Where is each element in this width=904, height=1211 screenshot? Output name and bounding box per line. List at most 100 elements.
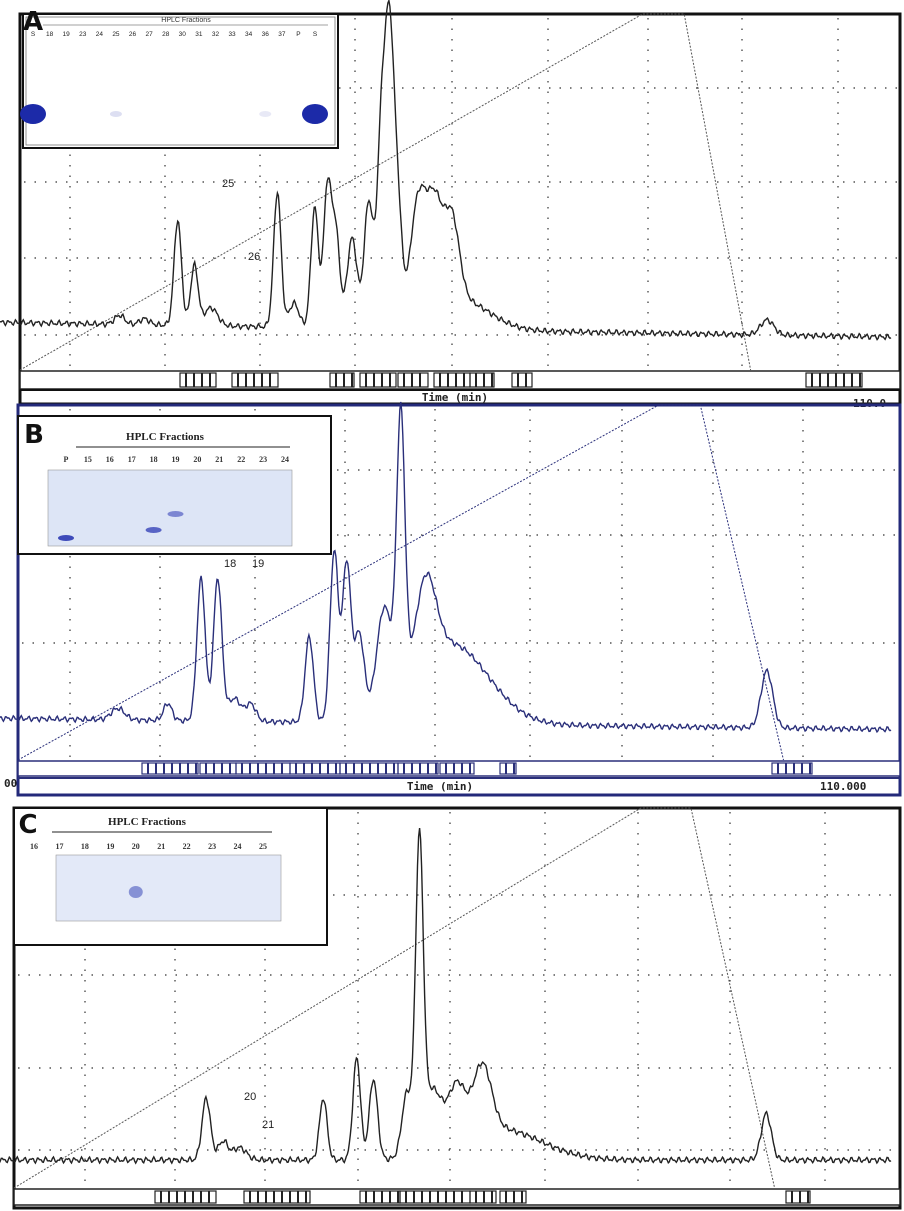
fraction-segment-box [439, 762, 475, 775]
gel-lane-label: 22 [183, 842, 191, 851]
fraction-segment [771, 762, 813, 775]
gel-inset-inner-frame [25, 16, 336, 146]
gel-title: HPLC Fractions [161, 17, 211, 24]
panel-b: Time (min) 110.000 00 18 19 HPLC Fractions P 15… [0, 401, 902, 797]
gel-band [259, 111, 272, 117]
gel-inset-frame [22, 13, 339, 149]
gel-lane-label: 18 [46, 31, 54, 38]
gel-lane-label: 18 [150, 455, 158, 464]
fraction-segment [397, 762, 439, 775]
gel-lane-label: 32 [212, 31, 220, 38]
fraction-segment [289, 762, 341, 775]
fraction-segment-box [397, 762, 439, 775]
gel-lane-label: 21 [215, 455, 223, 464]
gel-lane-label: 20 [193, 455, 201, 464]
fraction-segment [359, 1190, 401, 1204]
panel-letter: A [23, 7, 43, 37]
gel-lane-label: 17 [55, 842, 63, 851]
fraction-segment-box [469, 372, 495, 388]
gel-lane-label: 19 [106, 842, 114, 851]
chromatogram-trace [0, 828, 892, 1165]
fraction-segment [805, 372, 863, 388]
gel-lane-label: 20 [132, 842, 140, 851]
fraction-segment [243, 1190, 311, 1204]
gel-lane-label: P [64, 455, 69, 464]
gel-lane-label: P [296, 31, 300, 38]
gel-inset: HPLC Fractions 16 17 18 19 20 21 22 23 24 25 [13, 807, 328, 946]
fraction-segment [469, 372, 495, 388]
gel-lane-label: 19 [63, 31, 71, 38]
gel-body [55, 854, 282, 922]
gel-lane-label: 27 [146, 31, 154, 38]
fraction-segment-box [179, 372, 217, 388]
fraction-segment [179, 372, 217, 388]
gel-band [302, 104, 328, 124]
gel-lane-label: 23 [79, 31, 87, 38]
gel-lane-label: S [31, 31, 36, 38]
gel-lane-label: 15 [84, 455, 92, 464]
fraction-bar [13, 1188, 901, 1206]
fraction-segment [397, 372, 429, 388]
gel-lane-label: 21 [157, 842, 165, 851]
x-axis-end-label: 110.000 [820, 780, 866, 793]
gel-lane-label: 23 [259, 455, 267, 464]
fraction-segment [359, 372, 397, 388]
x-axis-label: Time (min) [407, 780, 473, 793]
gel-lane-label: 37 [278, 31, 286, 38]
gel-lane-label: 33 [228, 31, 236, 38]
gel-band [167, 511, 184, 517]
gel-lane-label: 26 [129, 31, 137, 38]
fraction-segment [231, 372, 279, 388]
gel-inset: HPLC Fractions P 15 16 17 18 19 20 21 22 23 24 [17, 415, 332, 555]
panel-letter: C [18, 810, 37, 840]
gel-band [145, 527, 162, 533]
gel-lane-label: 16 [106, 455, 114, 464]
gel-inset: HPLC Fractions S 18 19 23 24 25 26 27 28 30 31 32 33 3… [20, 13, 339, 149]
chromatogram-trace [0, 0, 892, 341]
peak-annotation: 26 [248, 251, 260, 263]
gel-body [47, 469, 293, 547]
gel-lane-label: 23 [208, 842, 216, 851]
fraction-segment [154, 1190, 217, 1204]
gel-band [58, 535, 74, 541]
gel-title: HPLC Fractions [126, 431, 205, 443]
fraction-segment [439, 762, 475, 775]
fraction-segment-box [785, 1190, 811, 1204]
gel-lane-label: 34 [245, 31, 253, 38]
gel-lane-label: 16 [30, 842, 38, 851]
gel-lane-label: 19 [172, 455, 180, 464]
gel-lane-label: 25 [112, 31, 120, 38]
panel-c: 20 21 HPLC Fractions 16 17 18 19 20 21 22 23 24 25 C [0, 806, 902, 1210]
panel-letter: B [24, 420, 44, 450]
fraction-bar [17, 760, 901, 777]
gradient-line [17, 404, 784, 761]
x-axis-start-label: 00 [4, 777, 17, 790]
fraction-segment [511, 372, 533, 388]
fraction-segment [469, 1190, 497, 1204]
fraction-segment-box [511, 372, 533, 388]
gel-lane-label: 31 [195, 31, 203, 38]
fraction-segment [499, 1190, 527, 1204]
gel-lane-label: 24 [281, 455, 289, 464]
gel-lane-label: 28 [162, 31, 170, 38]
panel-frame [16, 403, 902, 797]
chromatogram-trace [0, 401, 892, 734]
peak-annotation: 19 [252, 558, 264, 570]
gel-band [20, 104, 46, 124]
fraction-segment-box [771, 762, 813, 775]
fraction-segment-box [805, 372, 863, 388]
gel-lane-label: 36 [262, 31, 270, 38]
peak-annotation: 20 [244, 1091, 256, 1103]
peak-annotation: 18 [224, 558, 236, 570]
peak-annotation: 21 [262, 1119, 274, 1131]
fraction-segment [499, 762, 517, 775]
gel-title: HPLC Fractions [108, 816, 187, 828]
gel-lane-label: 24 [234, 842, 242, 851]
fraction-segment-box [329, 372, 355, 388]
fraction-segment-box [359, 372, 397, 388]
gel-lane-label: 22 [237, 455, 245, 464]
fraction-segment [399, 1190, 471, 1204]
fraction-segment [329, 372, 355, 388]
